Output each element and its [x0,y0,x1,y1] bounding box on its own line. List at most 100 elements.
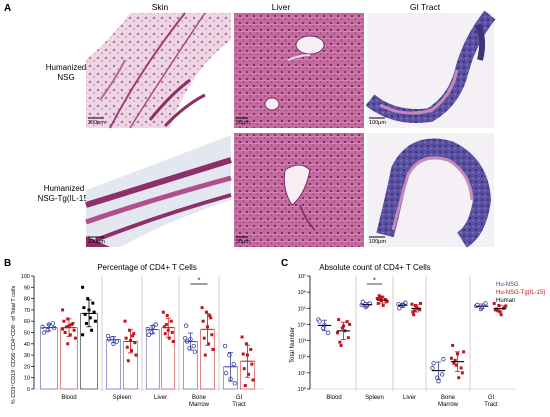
point-hu_nsg_tg-bone-marrow [203,353,207,357]
y-tick-label: 80 [24,297,30,303]
point-hu_nsg_tg-bone-marrow [202,336,206,340]
point-human-blood [86,297,90,301]
point-hu_nsg_tg-spleen [132,332,136,336]
point-hu_nsg_tg-blood [64,325,68,329]
point-hu_nsg_tg-spleen [125,345,129,349]
point-hu_nsg-bone-marrow [439,372,445,377]
x-tick-label-bone-marrow: Bone [441,395,456,401]
panel-a: A Skin Liver GI Tract Humanized NSG Huma… [4,2,496,248]
point-hu_nsg_tg-bone-marrow [201,319,205,323]
point-hu_nsg-liver [397,306,402,311]
point-hu_nsg_tg-blood [337,318,341,322]
point-hu_nsg_tg-gi-tract [241,352,245,356]
point-hu_nsg-blood [325,330,331,336]
point-hu_nsg_tg-blood [335,331,339,335]
point-hu_nsg_tg-blood [62,319,66,323]
y-tick-label: 40 [24,342,30,348]
chart-c-legend: Hu-NSG Hu-NSG-Tg(IL-15) Human [496,282,545,304]
point-human-blood [84,321,88,325]
point-hu_nsg-gi-tract [232,381,238,386]
point-hu_nsg_tg-liver [162,325,166,329]
point-hu_nsg_tg-gi-tract [250,362,254,366]
point-hu_nsg_tg-bone-marrow [457,376,461,380]
point-hu_nsg_tg-gi-tract [240,335,244,339]
point-hu_nsg_tg-gi-tract [496,309,500,313]
point-hu_nsg_tg-blood [61,308,65,312]
scale-bar-liver-nsg: 50μm [236,120,250,126]
column-title-skin: Skin [152,2,169,12]
point-hu_nsg_tg-spleen [381,303,385,307]
significance-label-spleen: * [373,278,376,285]
point-hu_nsg_tg-spleen [385,299,389,303]
x-tick-label-liver: Liver [154,395,167,401]
y-tick-label: 10³ [298,339,306,345]
x-tick-label-gi-tract: Tract [232,402,246,408]
chart-c-ylabel: Total Number [290,327,296,363]
point-hu_nsg_tg-liver [171,340,175,344]
x-tick-label-bone-marrow: Marrow [438,402,459,408]
point-hu_nsg-gi-tract [483,301,488,306]
point-hu_nsg_tg-spleen [131,334,135,338]
x-tick-label-gi-tract: Tract [484,402,498,408]
point-hu_nsg_tg-bone-marrow [449,356,453,360]
histology-liver-nsg [234,13,364,128]
y-tick-label: 90 [24,285,30,291]
point-hu_nsg_tg-gi-tract [492,301,496,305]
bar-hu_nsg-blood [40,327,58,390]
point-hu_nsg_tg-blood [66,342,70,346]
point-hu_nsg_tg-blood [68,333,72,337]
point-hu_nsg_tg-liver [418,308,422,312]
histology-skin-nsg [86,12,231,129]
point-human-blood [93,319,97,323]
point-hu_nsg-gi-tract [231,361,236,367]
point-hu_nsg_tg-spleen [130,349,134,353]
point-hu_nsg_tg-gi-tract [242,367,246,371]
point-human-blood [92,310,96,314]
point-hu_nsg_tg-bone-marrow [460,371,464,375]
x-tick-label-gi-tract: GI [236,395,243,401]
panel-b-letter: B [4,258,11,269]
point-hu_nsg_tg-liver [412,313,416,317]
scale-bar-skin-tg: 100μm [88,239,105,245]
chart-b-ylabel: % CD3⁺CD19⁻CD56⁻CD4⁺CD8⁻ of Total T cell… [10,286,17,405]
point-hu_nsg_tg-blood [338,340,342,344]
legend-hu-nsg: Hu-NSG [496,282,519,288]
point-hu_nsg_tg-blood [63,331,67,334]
row-label-nsg-line2: NSG [57,73,74,82]
y-tick-label: 10⁰ [298,386,307,393]
point-hu_nsg-bone-marrow [436,379,441,384]
point-hu_nsg_tg-gi-tract [247,372,251,376]
point-human-blood [88,316,92,320]
histology-skin-tg [85,133,232,247]
point-hu_nsg-blood [41,330,47,335]
y-tick-label: 30 [24,353,30,359]
point-hu_nsg_tg-blood [346,336,350,340]
point-hu_nsg_tg-gi-tract [251,378,255,382]
point-hu_nsg-bone-marrow [430,365,435,371]
point-hu_nsg_tg-bone-marrow [211,347,215,351]
x-tick-label-spleen: Spleen [113,395,132,401]
point-hu_nsg_tg-liver [169,319,173,323]
point-hu_nsg_tg-spleen [375,297,379,301]
point-hu_nsg_tg-liver [413,309,417,313]
histology-liver-tg [234,133,364,247]
point-hu_nsg_tg-bone-marrow [454,363,458,367]
chart-c-title: Absolute count of CD4+ T Cells [319,263,431,272]
row-label-tg-line1: Humanized [44,184,84,193]
point-hu_nsg_tg-liver [413,303,417,307]
point-human-blood [83,312,87,316]
point-hu_nsg_tg-bone-marrow [451,343,455,347]
significance-label-bone-marrow: * [198,278,201,285]
y-tick-label: 10⁵ [298,305,306,312]
point-hu_nsg-blood [317,319,322,324]
point-hu_nsg_tg-bone-marrow [452,361,456,365]
y-tick-label: 10² [298,355,306,361]
chart-b-title: Percentage of CD4+ T Cells [97,263,197,272]
point-hu_nsg_tg-liver [170,331,174,334]
y-tick-label: 0 [27,387,30,393]
point-hu_nsg_tg-liver [419,301,423,305]
scale-bar-liver-tg: 50μm [236,239,250,245]
bar-hu_nsg-liver [145,329,160,390]
y-tick-label: 10⁶ [298,289,306,296]
